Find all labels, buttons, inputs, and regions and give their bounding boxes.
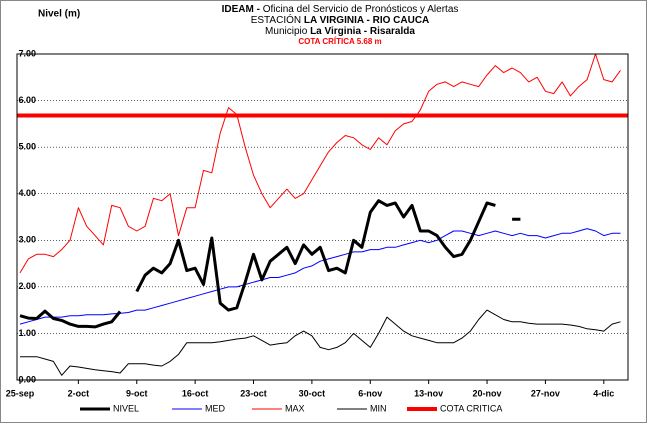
y-tick-label: 1.00 [18, 328, 36, 338]
legend-label: MED [205, 403, 226, 413]
x-tick-label: 13-nov [414, 388, 443, 398]
y-tick-label: 3.00 [18, 235, 36, 245]
series-line [20, 309, 621, 376]
y-tick-label: 5.00 [18, 142, 36, 152]
y-tick-label: 2.00 [18, 281, 36, 291]
title-part: Municipio [265, 26, 308, 37]
title-line: IDEAM - Oficina del Servicio de Pronósti… [222, 4, 459, 15]
title-line: Municipio La Virginia - Risaralda [265, 26, 415, 37]
title-line: ESTACIÓN LA VIRGINIA - RIO CAUCA [251, 13, 430, 26]
y-axis-label: Nivel (m) [38, 9, 80, 20]
plot-area [17, 54, 628, 380]
x-tick-label: 4-dic [593, 388, 614, 398]
title-part: Oficina del Servicio de Pronósticos y Al… [263, 4, 459, 15]
x-tick-label: 6-nov [358, 388, 382, 398]
x-tick-label: 23-oct [240, 388, 267, 398]
x-tick-label: 16-oct [182, 388, 209, 398]
y-tick-label: 0.00 [18, 374, 36, 384]
plot-frame [16, 53, 629, 381]
title-part: La Virginia - Risaralda [310, 26, 415, 37]
title-part: LA VIRGINIA - RIO CAUCA [304, 15, 429, 26]
legend-label: NIVEL [113, 403, 139, 413]
x-tick-label: 20-nov [473, 388, 502, 398]
legend-label: COTA CRITICA [440, 403, 502, 413]
y-tick-label: 7.00 [18, 48, 36, 58]
series-line [19, 53, 621, 274]
legend-label: MIN [370, 403, 387, 413]
x-tick-label: 30-oct [299, 388, 326, 398]
x-tick-label: 9-oct [126, 388, 148, 398]
title-part: IDEAM - [222, 4, 260, 15]
legend-label: MAX [285, 403, 305, 413]
x-tick-label: 2-oct [68, 388, 90, 398]
x-tick-label: 27-nov [531, 388, 560, 398]
title-part: ESTACIÓN [251, 13, 301, 26]
x-tick-label: 25-sep [6, 388, 35, 398]
subtitle: COTA CRÍTICA 5.68 m [298, 37, 381, 46]
series-line [19, 199, 521, 329]
y-tick-label: 4.00 [18, 188, 36, 198]
y-tick-label: 6.00 [18, 95, 36, 105]
